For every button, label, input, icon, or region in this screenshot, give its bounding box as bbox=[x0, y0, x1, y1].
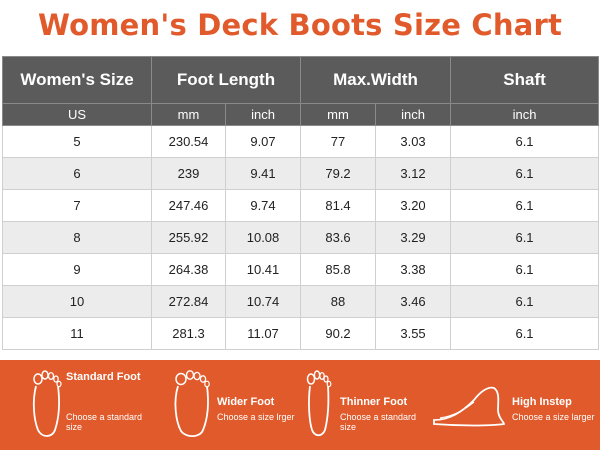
header-size: Women's Size bbox=[2, 56, 152, 104]
feature-wider-foot: Wider Foot Choose a size lrger bbox=[150, 360, 300, 450]
feature-desc: Choose a size larger bbox=[512, 412, 595, 422]
unit-size: US bbox=[2, 103, 152, 126]
feature-high-instep: High Instep Choose a size larger bbox=[430, 360, 600, 450]
feature-desc: Choose a standard size bbox=[66, 412, 143, 432]
foot-type-banner: Standard Foot Choose a standard size Wid… bbox=[0, 360, 600, 450]
cell-width-mm: 90.2 bbox=[300, 317, 377, 350]
cell-foot-inch: 10.41 bbox=[224, 253, 302, 286]
high-instep-icon bbox=[433, 386, 505, 427]
header-foot-length: Foot Length bbox=[150, 56, 302, 104]
cell-width-mm: 83.6 bbox=[300, 221, 377, 254]
cell-foot-mm: 239 bbox=[151, 157, 226, 190]
cell-width-mm: 79.2 bbox=[300, 157, 377, 190]
table-row: 10 272.84 10.74 88 3.46 6.1 bbox=[2, 285, 600, 318]
table-row: 8 255.92 10.08 83.6 3.29 6.1 bbox=[2, 221, 600, 254]
header-max-width: Max.Width bbox=[300, 56, 452, 104]
cell-foot-inch: 9.41 bbox=[224, 157, 302, 190]
cell-width-inch: 3.38 bbox=[375, 253, 452, 286]
cell-width-inch: 3.46 bbox=[375, 285, 452, 318]
feature-thinner-foot: Thinner Foot Choose a standard size bbox=[300, 360, 430, 450]
feature-title: Thinner Foot bbox=[340, 396, 408, 408]
cell-size: 11 bbox=[2, 317, 152, 350]
unit-width-mm: mm bbox=[300, 103, 377, 126]
size-chart-table: Women's Size Foot Length Max.Width Shaft… bbox=[2, 56, 600, 350]
cell-width-inch: 3.29 bbox=[375, 221, 452, 254]
table-row: 9 264.38 10.41 85.8 3.38 6.1 bbox=[2, 253, 600, 286]
page-title: Women's Deck Boots Size Chart bbox=[37, 8, 563, 42]
cell-shaft: 6.1 bbox=[450, 253, 600, 286]
cell-shaft: 6.1 bbox=[450, 221, 600, 254]
feature-title: Standard Foot bbox=[66, 371, 141, 383]
cell-size: 7 bbox=[2, 189, 152, 222]
cell-shaft: 6.1 bbox=[450, 317, 600, 350]
feature-desc: Choose a standard size bbox=[340, 412, 417, 432]
cell-shaft: 6.1 bbox=[450, 285, 600, 318]
cell-size: 5 bbox=[2, 125, 152, 158]
cell-width-mm: 77 bbox=[300, 125, 377, 158]
cell-width-mm: 81.4 bbox=[300, 189, 377, 222]
table-row: 11 281.3 11.07 90.2 3.55 6.1 bbox=[2, 317, 600, 350]
table-row: 5 230.54 9.07 77 3.03 6.1 bbox=[2, 125, 600, 158]
table-row: 7 247.46 9.74 81.4 3.20 6.1 bbox=[2, 189, 600, 222]
feature-standard-foot: Standard Foot Choose a standard size bbox=[0, 360, 150, 450]
cell-foot-inch: 10.08 bbox=[224, 221, 302, 254]
cell-size: 8 bbox=[2, 221, 152, 254]
cell-foot-inch: 9.07 bbox=[224, 125, 302, 158]
cell-foot-inch: 10.74 bbox=[224, 285, 302, 318]
unit-foot-mm: mm bbox=[151, 103, 226, 126]
header-row: Women's Size Foot Length Max.Width Shaft bbox=[2, 56, 600, 104]
cell-foot-mm: 230.54 bbox=[151, 125, 226, 158]
cell-size: 9 bbox=[2, 253, 152, 286]
cell-foot-mm: 247.46 bbox=[151, 189, 226, 222]
cell-foot-inch: 11.07 bbox=[224, 317, 302, 350]
cell-shaft: 6.1 bbox=[450, 125, 600, 158]
cell-size: 6 bbox=[2, 157, 152, 190]
header-shaft: Shaft bbox=[450, 56, 600, 104]
cell-foot-mm: 272.84 bbox=[151, 285, 226, 318]
cell-width-inch: 3.03 bbox=[375, 125, 452, 158]
cell-width-mm: 88 bbox=[300, 285, 377, 318]
feature-title: Wider Foot bbox=[217, 396, 275, 408]
feature-title: High Instep bbox=[512, 396, 572, 408]
cell-foot-mm: 281.3 bbox=[151, 317, 226, 350]
cell-shaft: 6.1 bbox=[450, 157, 600, 190]
unit-width-inch: inch bbox=[375, 103, 452, 126]
wider-foot-icon bbox=[174, 370, 210, 438]
table-row: 6 239 9.41 79.2 3.12 6.1 bbox=[2, 157, 600, 190]
cell-foot-mm: 255.92 bbox=[151, 221, 226, 254]
thinner-foot-icon bbox=[306, 370, 332, 437]
cell-width-mm: 85.8 bbox=[300, 253, 377, 286]
cell-foot-inch: 9.74 bbox=[224, 189, 302, 222]
unit-shaft: inch bbox=[450, 103, 600, 126]
cell-size: 10 bbox=[2, 285, 152, 318]
cell-foot-mm: 264.38 bbox=[151, 253, 226, 286]
cell-width-inch: 3.20 bbox=[375, 189, 452, 222]
unit-row: US mm inch mm inch inch bbox=[2, 103, 600, 126]
feature-desc: Choose a size lrger bbox=[217, 412, 295, 422]
cell-width-inch: 3.12 bbox=[375, 157, 452, 190]
unit-foot-inch: inch bbox=[224, 103, 302, 126]
cell-width-inch: 3.55 bbox=[375, 317, 452, 350]
cell-shaft: 6.1 bbox=[450, 189, 600, 222]
standard-foot-icon bbox=[32, 370, 62, 437]
